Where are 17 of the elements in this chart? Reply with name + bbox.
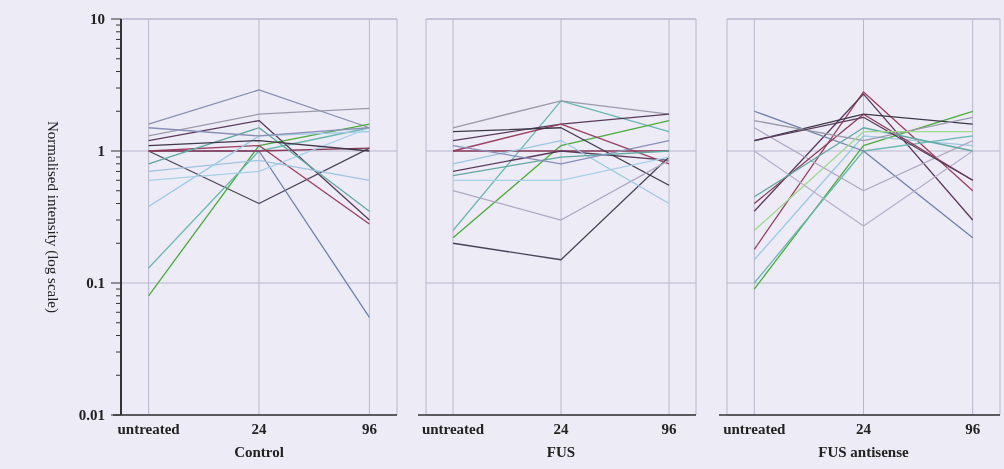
x-tick-label: untreated [723, 421, 787, 437]
x-tick-label: 24 [856, 421, 872, 437]
x-tick-label: untreated [421, 421, 485, 437]
x-tick-label: 96 [661, 421, 677, 437]
y-tick-label: 0.1 [86, 275, 105, 292]
x-tick-label: 96 [965, 421, 981, 437]
x-axis-title: Control [234, 444, 284, 460]
y-tick-label: 0.01 [78, 407, 105, 424]
y-axis-title: Normalised intensity (log scale) [44, 120, 61, 314]
x-tick-label: 24 [553, 421, 569, 437]
x-tick-label: 96 [361, 421, 378, 437]
x-tick-label: untreated [117, 421, 181, 437]
y-tick-label: 1 [97, 143, 105, 160]
x-tick-label: 24 [251, 421, 267, 437]
x-axis-title: FUS antisense [818, 444, 910, 460]
y-tick-label: 10 [90, 11, 105, 28]
x-axis-title: FUS [546, 444, 576, 460]
